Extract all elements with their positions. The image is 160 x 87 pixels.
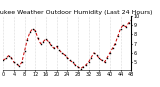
Title: Milwaukee Weather Outdoor Humidity (Last 24 Hours): Milwaukee Weather Outdoor Humidity (Last…: [0, 10, 152, 15]
